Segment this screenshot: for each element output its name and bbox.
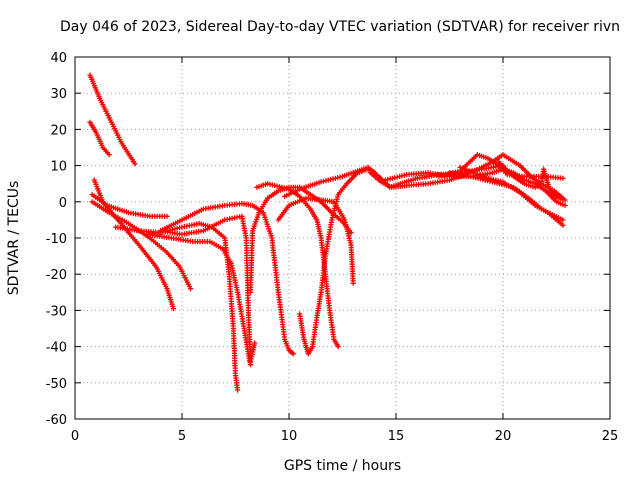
y-tick-label: 30: [50, 87, 67, 102]
series-trace: [93, 179, 175, 310]
x-tick-label: 5: [178, 429, 186, 444]
data-point-marker: [335, 344, 341, 350]
x-tick-label: 10: [281, 429, 298, 444]
data-series: [87, 72, 568, 393]
y-tick-label: 10: [50, 160, 67, 175]
y-tick-label: 0: [59, 196, 67, 211]
data-point-marker: [252, 340, 258, 346]
x-tick-label: 20: [495, 429, 512, 444]
series-pass-19: [457, 164, 566, 228]
y-tick-label: 40: [50, 51, 67, 66]
data-point-marker: [235, 387, 241, 393]
y-axis-label: SDTVAR / TECUs: [6, 181, 22, 296]
series-pass-7: [145, 231, 254, 368]
y-tick-label: -50: [46, 377, 67, 392]
data-point-marker: [132, 161, 138, 167]
series-pass-2: [87, 119, 112, 158]
series-pass-4: [89, 192, 170, 219]
series-pass-13: [275, 195, 356, 286]
y-tick-label: 20: [50, 123, 67, 138]
series-pass-8: [158, 213, 258, 364]
data-point-marker: [350, 280, 356, 286]
data-point-marker: [560, 175, 566, 181]
series-pass-20: [496, 159, 568, 203]
series-pass-14: [282, 163, 506, 199]
axis-ticks: 0 5 10 15 20 25 -60 -50 -40 -30 -20 -10 0 10 20 30 40: [46, 51, 619, 444]
series-pass-3: [91, 177, 176, 312]
data-point-marker: [188, 286, 194, 292]
x-tick-label: 25: [602, 429, 619, 444]
data-point-marker: [562, 202, 568, 208]
x-axis-label: GPS time / hours: [284, 458, 401, 474]
y-tick-label: -10: [46, 232, 67, 247]
data-point-marker: [290, 351, 296, 357]
data-point-marker: [560, 217, 566, 223]
data-point-marker: [170, 306, 176, 312]
y-tick-label: -60: [46, 413, 67, 428]
data-point-marker: [562, 197, 568, 203]
data-point-marker: [401, 172, 407, 178]
chart-title: Day 046 of 2023, Sidereal Day-to-day VTE…: [60, 19, 620, 35]
y-tick-label: -30: [46, 304, 67, 319]
y-tick-label: -40: [46, 341, 67, 356]
data-point-marker: [348, 230, 354, 236]
gridlines: [75, 57, 610, 419]
x-tick-label: 15: [388, 429, 405, 444]
data-point-marker: [164, 213, 170, 219]
data-point-marker: [106, 152, 112, 158]
series-trace: [277, 197, 354, 284]
x-tick-label: 0: [71, 429, 79, 444]
series-trace: [114, 222, 239, 391]
y-tick-label: -20: [46, 268, 67, 283]
series-pass-1: [87, 72, 138, 167]
data-point-marker: [560, 222, 566, 228]
